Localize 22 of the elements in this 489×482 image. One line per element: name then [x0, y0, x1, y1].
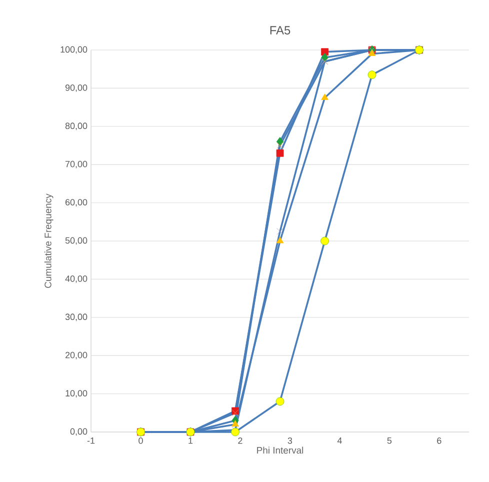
y-tick-label: 30,00	[65, 314, 88, 322]
x-tick-label: -1	[87, 437, 95, 444]
y-tick-label: 60,00	[66, 199, 88, 206]
x-tick-label: 5	[387, 437, 392, 444]
y-tick-label: 20,00	[66, 352, 88, 360]
x-tick-label: 4	[337, 437, 342, 444]
y-tick-label: 0,00	[70, 428, 88, 436]
x-tick-label: 6	[437, 437, 442, 444]
x-tick-label: 3	[288, 437, 292, 444]
chart-title: FA5	[270, 26, 290, 35]
y-tick-label: 70,00	[66, 160, 88, 168]
x-axis-title: Phi Interval	[257, 446, 304, 454]
y-tick-label: 50,00	[65, 237, 88, 245]
x-tick-label: 1	[188, 437, 193, 444]
y-tick-label: 100,00	[60, 46, 88, 54]
x-tick-label: 0	[138, 437, 143, 444]
y-tick-label: 10,00	[66, 390, 88, 398]
y-tick-label: 40,00	[65, 275, 88, 283]
y-tick-label: 80,00	[65, 122, 88, 130]
y-axis-title: Cumulative Frequency	[44, 194, 54, 288]
y-tick-label: 90,00	[65, 84, 88, 92]
x-tick-label: 2	[238, 437, 242, 444]
